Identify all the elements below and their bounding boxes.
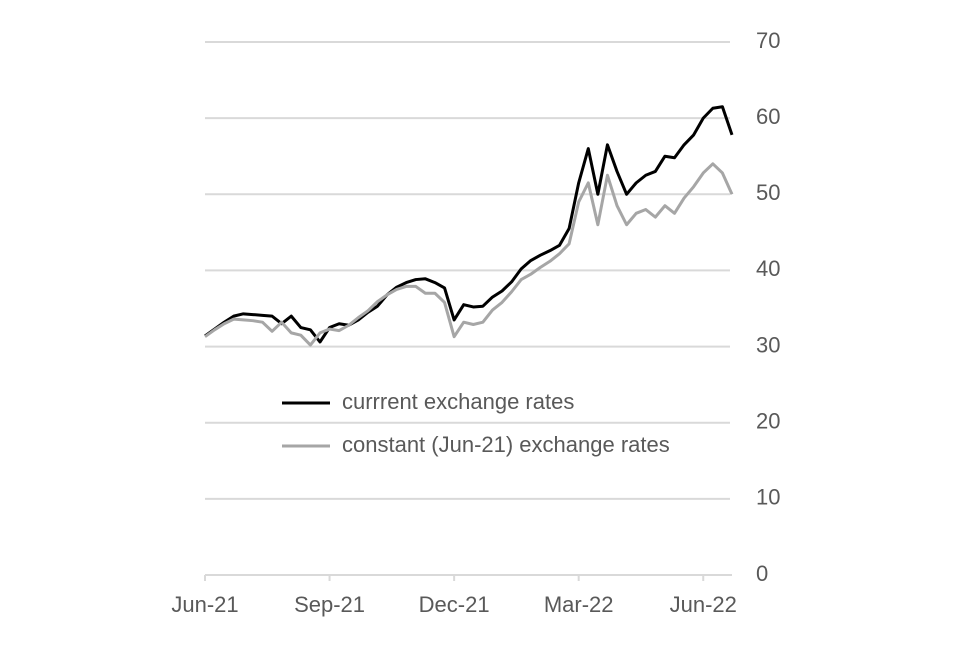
y-tick-label: 20 [756, 409, 780, 434]
y-tick-label: 10 [756, 485, 780, 510]
x-tick-label: Dec-21 [419, 592, 490, 617]
y-tick-label: 60 [756, 104, 780, 129]
series-line [204, 162, 734, 347]
x-tick-label: Sep-21 [294, 592, 365, 617]
legend-label: currrent exchange rates [342, 389, 574, 414]
y-tick-label: 30 [756, 332, 780, 357]
y-tick-label: 70 [756, 28, 780, 53]
legend-label: constant (Jun-21) exchange rates [342, 432, 670, 457]
y-tick-label: 50 [756, 180, 780, 205]
series-line [204, 105, 734, 344]
y-tick-label: 40 [756, 256, 780, 281]
y-tick-label: 0 [756, 561, 768, 586]
x-tick-label: Jun-22 [670, 592, 737, 617]
x-tick-label: Jun-21 [171, 592, 238, 617]
x-tick-label: Mar-22 [544, 592, 614, 617]
